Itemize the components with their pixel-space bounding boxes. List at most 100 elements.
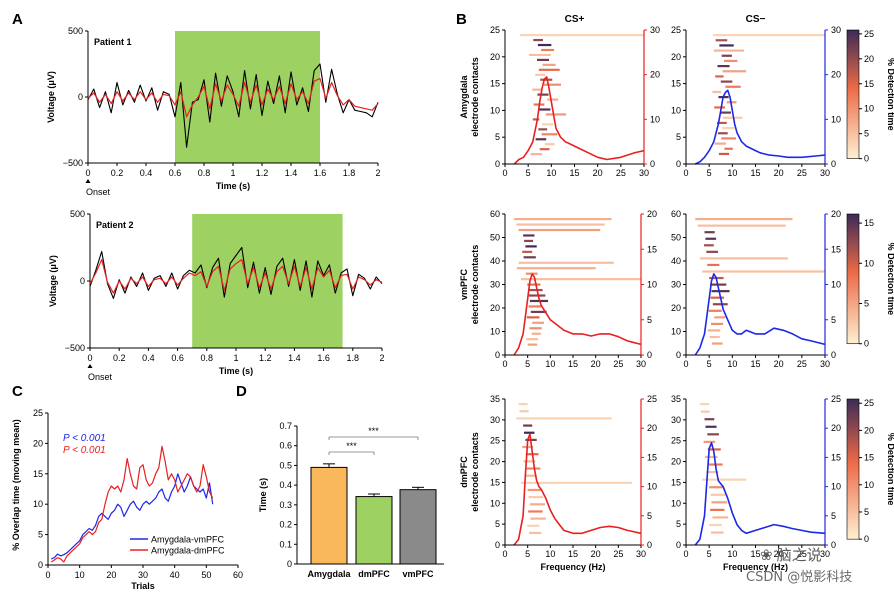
b-amygdala-csminus-colorbar-label: % Detection time	[886, 58, 894, 131]
c-series-amygdala-dmpfc	[50, 445, 214, 563]
panel-letter-b: B	[456, 11, 467, 28]
b-dmpfc-csminus-right-tick-label: 10	[831, 482, 841, 492]
b-dmpfc-csminus-xtick-label: 30	[820, 549, 830, 559]
contact-bar	[720, 80, 733, 83]
a2-xtick-label: 1.8	[347, 353, 360, 363]
contact-bar	[518, 403, 528, 406]
b-dmpfc-csminus-xtick-label: 20	[774, 549, 784, 559]
b-dmpfc-csminus-ytick-label: 25	[671, 436, 681, 446]
b-amygdala-csplus-xtick-label: 5	[526, 168, 531, 178]
contact-bar	[543, 83, 562, 86]
contact-bar	[719, 111, 731, 114]
b-amygdala-csminus-colorbar-tick-label: 25	[864, 29, 874, 39]
contact-bar	[547, 98, 559, 101]
c-ytick-label: 15	[33, 469, 43, 479]
b-vmpfc-csminus-ytick-label: 60	[671, 209, 681, 219]
contact-bar	[718, 152, 730, 156]
contact-bar	[529, 503, 545, 506]
contact-bar	[714, 316, 726, 319]
b-vmpfc-csplus-xtick-label: 30	[636, 359, 646, 369]
b-amygdala-csplus-right-tick-label: 0	[650, 159, 655, 169]
contact-bar	[523, 234, 535, 237]
contact-bar	[527, 524, 540, 527]
a2-onset-label: Onset	[88, 372, 113, 382]
a2-xtick-label: 1	[233, 353, 238, 363]
watermark-brand-text: 脑之说	[776, 546, 822, 564]
b-amygdala-csminus-ytick-label: 20	[671, 52, 681, 62]
b-dmpfc-csminus-right-tick-label: 25	[831, 394, 841, 404]
b-dmpfc-csminus-colorbar-tick-label: 25	[864, 398, 874, 408]
b-vmpfc-csminus-ytick-label: 50	[671, 233, 681, 243]
b-amygdala-csminus-column-title: CS−	[746, 14, 766, 25]
a1-ytick-label: 500	[68, 26, 83, 36]
contact-bar	[704, 455, 718, 459]
contact-bar	[528, 305, 542, 308]
a1-xtick-label: 1.8	[343, 168, 356, 178]
a2-xtick-label: 0.6	[171, 353, 184, 363]
contact-bar	[712, 34, 825, 37]
b-dmpfc-csminus-colorbar-tick-label: 5	[864, 507, 869, 517]
b-amygdala-csplus-xtick-label: 25	[616, 168, 626, 178]
contact-bar	[527, 488, 542, 492]
c-xtick-label: 20	[106, 570, 116, 580]
watermark-credit-text: CSDN @悦影科技	[746, 570, 853, 585]
d-significance-stars: ***	[368, 426, 379, 436]
b-dmpfc-csminus-ytick-label: 5	[676, 519, 681, 529]
contact-bar	[538, 68, 560, 71]
d-ytick-label: 0	[287, 559, 292, 569]
contact-bar	[535, 73, 546, 76]
contact-bar	[525, 245, 537, 248]
b-amygdala-csplus-ytick-label: 25	[490, 25, 500, 35]
contact-bar	[537, 43, 552, 47]
contact-bar	[711, 501, 728, 504]
b-amygdala-csplus-right-tick-label: 30	[650, 25, 660, 35]
b-dmpfc-csminus-right-tick-label: 0	[831, 540, 836, 550]
contact-bar	[710, 508, 725, 511]
watermark-credit: CSDN @悦影科技	[746, 566, 852, 585]
b-dmpfc-csplus-right-tick-label: 5	[647, 511, 652, 521]
contact-bar	[524, 431, 535, 434]
b-dmpfc-csplus-right-tick-label: 25	[647, 394, 657, 404]
a1-xtick-label: 1.2	[256, 168, 269, 178]
b-amygdala-csminus-ytick-label: 25	[671, 25, 681, 35]
contact-bar	[540, 78, 553, 81]
contact-bar	[545, 113, 567, 116]
c-ylabel: % Overlap time (moving mean)	[11, 419, 21, 551]
contact-bar	[535, 138, 547, 141]
b-vmpfc-csplus-right-tick-label: 20	[647, 209, 657, 219]
contact-bar	[705, 425, 717, 428]
b-amygdala-csplus-ytick-label: 20	[490, 52, 500, 62]
b-dmpfc-csplus-ytick-label: 15	[490, 477, 500, 487]
contact-bar	[520, 278, 641, 281]
d-ytick-label: 0.5	[279, 460, 292, 470]
contact-bar	[527, 283, 541, 286]
contact-bar	[542, 123, 554, 126]
b-vmpfc-csminus-colorbar-tick-label: 0	[864, 339, 869, 349]
b-vmpfc-csminus-xtick-label: 20	[774, 359, 784, 369]
b-amygdala-csminus-xtick-label: 15	[750, 168, 760, 178]
contact-bar	[516, 223, 605, 226]
c-legend-label: Amygdala-vmPFC	[151, 535, 225, 545]
panel-c-overlap-time: 0 10 20 30 40 50 60 0 5 10 15 20 25 Trials % Overlap t…	[11, 408, 243, 591]
b-amygdala-csminus-ytick-label: 15	[671, 79, 681, 89]
c-ytick-label: 0	[38, 560, 43, 570]
d-bar-amygdala	[310, 466, 348, 565]
contact-bar	[702, 270, 825, 273]
a2-xtick-label: 0.8	[201, 353, 214, 363]
contact-bar	[724, 147, 733, 150]
b-amygdala-csplus-ytick-label: 0	[495, 159, 500, 169]
a2-series-filtered	[89, 259, 383, 294]
contact-bar	[710, 493, 726, 496]
contact-bar	[723, 59, 738, 63]
d-category-label: dmPFC	[358, 569, 390, 579]
contact-bar	[717, 132, 728, 135]
a2-ytick-label: 500	[70, 209, 85, 219]
b-vmpfc-csminus-right-tick-label: 20	[831, 209, 841, 219]
b-amygdala-csminus-xtick-label: 20	[774, 168, 784, 178]
b-dmpfc-csminus-ytick-label: 35	[671, 394, 681, 404]
b-vmpfc-csminus-right-tick-label: 5	[831, 315, 836, 325]
a1-xlabel: Time (s)	[216, 181, 250, 191]
d-ytick-label: 0.1	[279, 539, 292, 549]
contact-bar	[717, 65, 730, 68]
b-amygdala-csminus-colorbar-tick-label: 20	[864, 54, 874, 64]
